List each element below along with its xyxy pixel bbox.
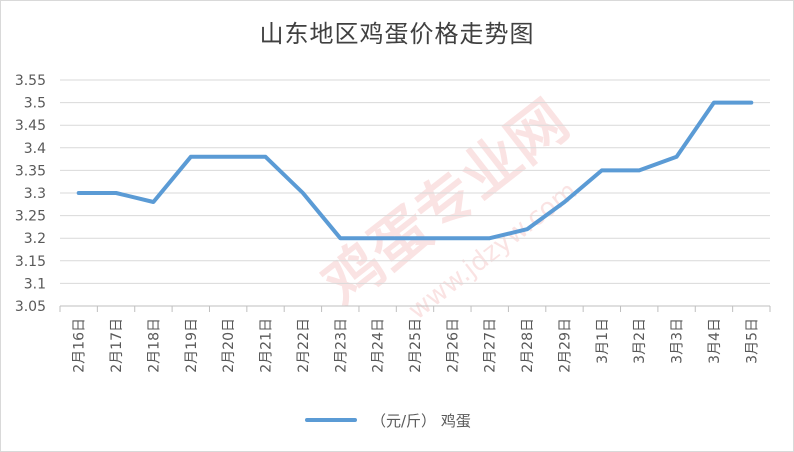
- y-tick-label: 3.55: [15, 73, 46, 89]
- x-tick-label: 2月18日: [146, 318, 162, 373]
- legend-swatch: [305, 418, 357, 422]
- y-tick-label: 3.3: [24, 186, 46, 202]
- x-tick-label: 3月1日: [595, 318, 611, 364]
- x-tick-label: 3月3日: [670, 318, 686, 364]
- x-tick-label: 2月25日: [408, 318, 424, 373]
- y-tick-label: 3.35: [15, 163, 46, 179]
- x-tick-label: 2月23日: [333, 318, 349, 373]
- x-tick-label: 2月16日: [72, 318, 88, 373]
- x-tick-labels: 2月16日 2月17日 2月18日 2月19日 2月20日 2月21日 2月22日 2月23日…: [72, 318, 761, 373]
- x-tick-label: 2月28日: [520, 318, 536, 373]
- y-tick-labels: 3.05 3.1 3.15 3.2 3.25 3.3 3.35 3.4 3.45 3.5 3.55: [15, 73, 46, 315]
- grid-lines: [59, 79, 771, 312]
- x-tick-label: 2月26日: [445, 318, 461, 373]
- y-tick-label: 3.4: [24, 141, 46, 157]
- x-tick-label: 2月22日: [296, 318, 312, 373]
- chart-title: 山东地区鸡蛋价格走势图: [259, 20, 535, 48]
- x-tick-label: 2月27日: [483, 318, 499, 373]
- x-tick-label: 2月24日: [371, 318, 387, 373]
- x-tick-label: 2月21日: [259, 318, 275, 373]
- x-tick-label: 3月5日: [744, 318, 760, 364]
- legend: （元/斤） 鸡蛋: [305, 408, 471, 432]
- y-tick-label: 3.05: [15, 299, 46, 315]
- x-tick-label: 2月29日: [557, 318, 573, 373]
- x-tick-label: 3月2日: [632, 318, 648, 364]
- y-tick-label: 3.25: [15, 209, 46, 225]
- x-tick-label: 2月19日: [184, 318, 200, 373]
- x-tick-label: 2月17日: [109, 318, 125, 373]
- y-tick-label: 3.1: [24, 276, 46, 292]
- series-layer: [76, 100, 754, 241]
- y-tick-label: 3.5: [24, 96, 46, 112]
- x-tick-label: 2月20日: [221, 318, 237, 373]
- y-tick-label: 3.2: [24, 231, 46, 247]
- legend-label: （元/斤） 鸡蛋: [371, 411, 471, 430]
- y-tick-label: 3.15: [15, 254, 46, 270]
- y-tick-label: 3.45: [15, 118, 46, 134]
- x-tick-label: 3月4日: [707, 318, 723, 364]
